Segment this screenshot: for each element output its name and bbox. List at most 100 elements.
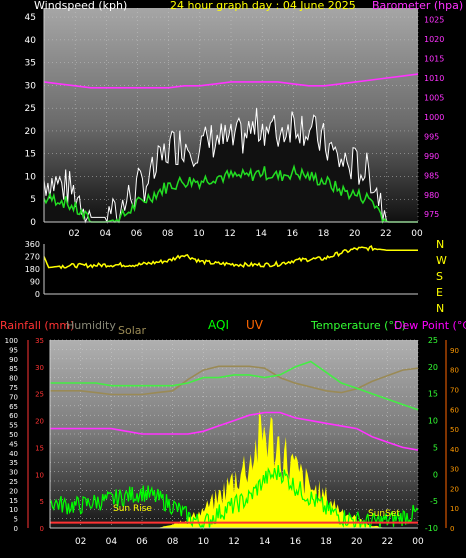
aqi-tick-label: 10	[450, 505, 459, 513]
direction-tick-label: 180	[25, 265, 40, 274]
temperature-tick-label: 5	[433, 443, 438, 452]
rain-tick-label: 0	[40, 525, 44, 533]
wind-axes: 0510152025303540459759809859909951000100…	[25, 8, 444, 239]
wind-y-tick-label: 20	[25, 127, 37, 137]
multi-x-tick-label: 04	[106, 537, 118, 547]
wind-gust-area	[44, 107, 418, 222]
percent-tick-label: 0	[14, 525, 18, 533]
percent-tick-label: 50	[9, 431, 18, 439]
aqi-tick-label: 30	[450, 466, 459, 474]
rain-tick-label: 30	[35, 364, 44, 372]
temperature-tick-label: 20	[428, 363, 438, 372]
aqi-label: AQI	[208, 318, 229, 332]
direction-tick-label: 0	[35, 290, 40, 299]
percent-tick-label: 95	[9, 346, 18, 354]
multi-x-tick-label: 00	[412, 537, 424, 547]
percent-tick-label: 30	[9, 469, 18, 477]
compass-label-3: S	[436, 270, 443, 283]
multi-axes: 0510152025303540455055606570758085909510…	[5, 336, 459, 547]
wind-x-tick-label: 00	[411, 229, 423, 239]
aqi-tick-label: 0	[450, 525, 454, 533]
percent-tick-label: 90	[9, 356, 18, 364]
aqi-line	[49, 465, 419, 530]
solar-area	[50, 410, 418, 528]
percent-tick-label: 55	[9, 422, 18, 430]
uv-label: UV	[246, 318, 264, 332]
temperature-tick-label: 10	[428, 417, 438, 426]
rain-tick-label: 5	[40, 498, 44, 506]
barometer-tick-label: 985	[424, 171, 439, 180]
percent-tick-label: 35	[9, 459, 18, 467]
barometer-tick-label: 990	[424, 152, 439, 161]
direction-tick-label: 270	[25, 253, 40, 262]
multi-x-tick-label: 02	[75, 537, 86, 547]
direction-plot-area	[44, 244, 418, 294]
aqi-tick-label: 60	[450, 406, 459, 414]
multi-x-tick-label: 22	[382, 537, 393, 547]
percent-tick-label: 25	[9, 478, 18, 486]
wind-y-tick-label: 35	[25, 59, 36, 69]
percent-tick-label: 60	[9, 412, 18, 420]
wind-x-tick-label: 18	[318, 229, 330, 239]
wind-y-tick-label: 15	[25, 150, 36, 160]
percent-tick-label: 80	[9, 375, 18, 383]
percent-tick-label: 45	[9, 440, 18, 448]
barometer-tick-label: 1010	[424, 74, 444, 83]
dewpoint-line	[50, 411, 419, 451]
wind-y-tick-label: 30	[25, 81, 37, 91]
rain-tick-label: 25	[35, 391, 44, 399]
chart-title: 24 hour graph day : 04 June 2025	[170, 0, 356, 12]
wind-title: Windspeed (kph)	[34, 0, 127, 12]
barometer-tick-label: 1020	[424, 35, 444, 44]
wind-direction-line	[43, 245, 418, 270]
wind-x-tick-label: 22	[380, 229, 391, 239]
temperature-tick-label: -5	[430, 497, 438, 506]
humidity-label: Humidity	[66, 319, 116, 332]
wind-x-tick-label: 14	[255, 229, 267, 239]
barometer-tick-label: 995	[424, 132, 439, 141]
percent-tick-label: 65	[9, 403, 18, 411]
temperature-tick-label: 0	[433, 470, 438, 479]
sunrise-annotation: Sun Rise	[113, 504, 152, 514]
compass-label-5: N	[436, 302, 444, 315]
temperature-line	[50, 360, 419, 411]
barometer-title: Barometer (hpa)	[372, 0, 463, 12]
percent-tick-label: 70	[9, 393, 18, 401]
wind-x-tick-label: 16	[287, 229, 299, 239]
aqi-tick-label: 20	[450, 485, 459, 493]
compass-label-4: E	[436, 286, 443, 299]
wind-y-tick-label: 5	[30, 195, 36, 205]
wind-x-tick-label: 06	[131, 229, 143, 239]
percent-tick-label: 85	[9, 365, 18, 373]
multi-series	[49, 360, 419, 530]
percent-tick-label: 20	[9, 487, 18, 495]
barometer-line	[43, 73, 419, 89]
percent-tick-label: 100	[5, 337, 18, 345]
wind-y-tick-label: 25	[25, 104, 36, 114]
dewpoint-label: Dew Point (°C)	[394, 319, 466, 332]
multi-x-tick-label: 10	[198, 537, 210, 547]
percent-tick-label: 75	[9, 384, 18, 392]
sunset-annotation: SunSet	[368, 509, 400, 519]
direction-series	[43, 245, 418, 270]
wind-x-tick-label: 08	[162, 229, 174, 239]
percent-tick-label: 40	[9, 450, 18, 458]
aqi-tick-label: 80	[450, 367, 459, 375]
multi-x-tick-label: 14	[259, 537, 271, 547]
aqi-tick-label: 50	[450, 426, 459, 434]
barometer-tick-label: 1005	[424, 93, 444, 102]
rain-tick-label: 35	[35, 337, 44, 345]
multi-x-tick-label: 06	[136, 537, 148, 547]
multi-x-tick-label: 16	[290, 537, 302, 547]
barometer-tick-label: 1025	[424, 16, 444, 25]
multi-x-tick-label: 08	[167, 537, 179, 547]
rain-tick-label: 15	[35, 444, 44, 452]
direction-tick-label: 90	[30, 278, 40, 287]
multi-x-tick-label: 18	[320, 537, 332, 547]
aqi-tick-label: 90	[450, 347, 459, 355]
barometer-tick-label: 1000	[424, 113, 444, 122]
rainfall-label: Rainfall (mm)	[0, 319, 74, 332]
percent-tick-label: 10	[9, 506, 18, 514]
